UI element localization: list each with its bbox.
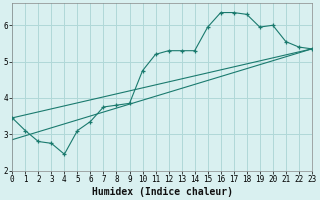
X-axis label: Humidex (Indice chaleur): Humidex (Indice chaleur) — [92, 186, 233, 197]
